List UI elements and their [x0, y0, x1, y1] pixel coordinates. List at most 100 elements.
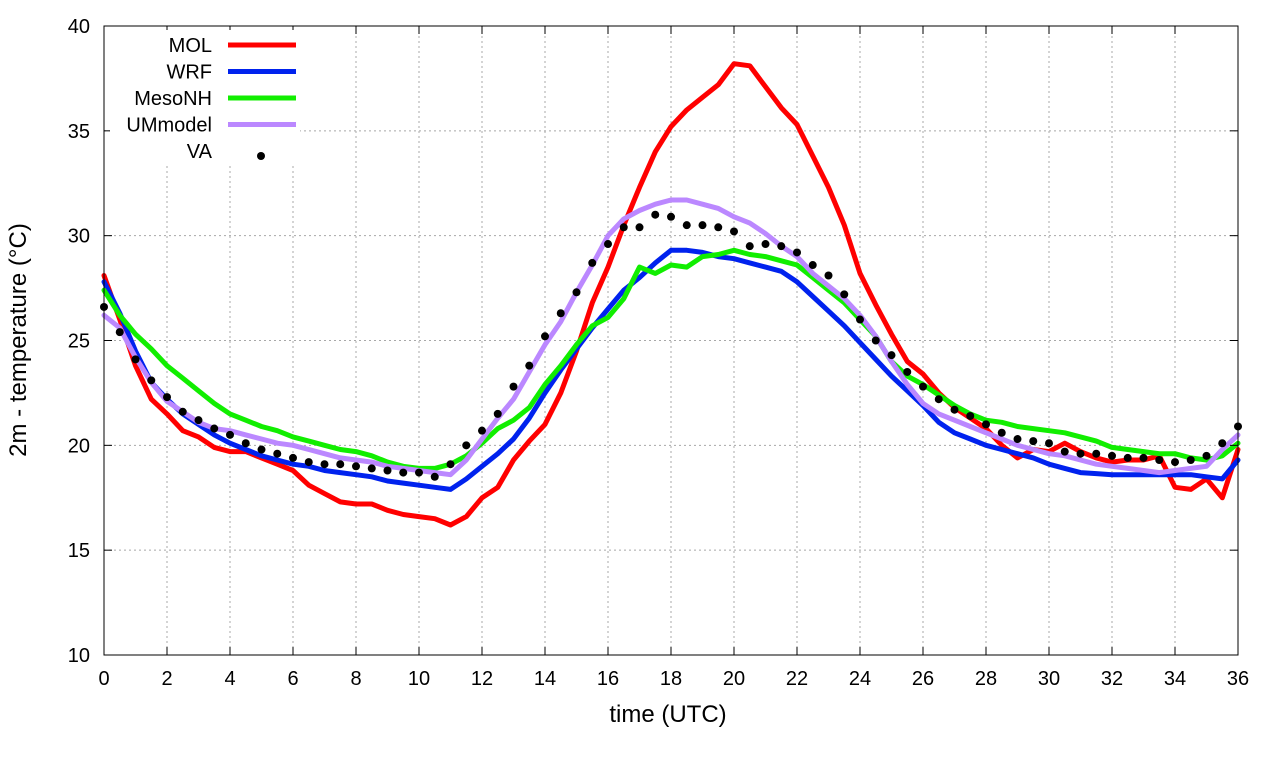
series-va-point	[210, 424, 219, 433]
series-va-point	[745, 242, 754, 251]
series-va-point	[525, 361, 534, 370]
y-tick-label: 40	[68, 16, 90, 38]
series-va-point	[1013, 435, 1022, 444]
series-wrf-line	[101, 247, 1241, 492]
series-va-point	[1139, 453, 1148, 462]
series-va-point	[966, 411, 975, 420]
x-tick-label: 4	[224, 668, 235, 690]
series-va-point	[619, 223, 628, 232]
series-mesonh-line	[101, 247, 1241, 471]
series-va-point	[430, 472, 439, 481]
series-va-point	[304, 458, 313, 467]
series-va-point	[919, 382, 927, 391]
x-tick-label: 0	[98, 668, 109, 690]
series-layer	[100, 61, 1242, 528]
series-va-point	[352, 462, 360, 471]
series-va-point	[289, 453, 297, 462]
series-va-point	[635, 223, 644, 232]
series-va-point	[131, 355, 140, 364]
x-tick-label: 20	[723, 668, 745, 690]
legend-entry-wrf: WRF	[166, 62, 296, 84]
series-va-point	[1171, 458, 1179, 467]
series-va-point	[903, 367, 912, 376]
x-tick-label: 30	[1038, 668, 1060, 690]
x-tick-label: 12	[471, 668, 493, 690]
series-va-point	[1092, 449, 1101, 458]
series-va-point	[871, 336, 880, 345]
series-va-point	[399, 468, 408, 477]
x-tick-label: 8	[350, 668, 361, 690]
series-va-point	[320, 460, 329, 469]
y-tick-label: 35	[68, 121, 90, 143]
series-va-point	[761, 240, 770, 249]
series-va-point	[478, 426, 486, 435]
series-va-point	[446, 460, 455, 469]
x-tick-label: 36	[1227, 668, 1249, 690]
series-va-point	[714, 223, 723, 232]
series-va-point	[462, 441, 471, 450]
series-va-point	[604, 240, 612, 249]
series-va-point	[651, 210, 660, 219]
y-tick-label: 20	[68, 435, 90, 457]
series-va-point	[1045, 439, 1053, 448]
legend: MOL WRF MesoNH UMmodel VA	[110, 30, 300, 164]
series-va-point	[493, 409, 502, 418]
x-tick-label: 26	[912, 668, 934, 690]
series-va-point	[730, 227, 738, 236]
series-ummodel-line	[101, 197, 1241, 478]
series-va-point	[856, 315, 864, 324]
series-va-point	[1186, 456, 1195, 465]
series-va-point	[115, 328, 124, 337]
legend-entry-va: VA	[187, 141, 265, 163]
y-tick-label: 30	[68, 226, 90, 248]
x-tick-label: 34	[1164, 668, 1186, 690]
series-va-point	[541, 332, 549, 341]
series-va-point	[698, 221, 707, 230]
series-va-point	[257, 445, 266, 454]
series-va-point	[383, 466, 392, 475]
series-va-point	[887, 351, 896, 360]
series-va-point	[556, 309, 565, 318]
series-va-point	[588, 258, 597, 267]
legend-label-va: VA	[187, 141, 213, 163]
series-va-point	[824, 271, 833, 280]
series-va-point	[194, 416, 203, 425]
series-va-point	[367, 464, 376, 473]
series-va-point	[273, 449, 282, 458]
x-tick-label: 28	[975, 668, 997, 690]
legend-entry-mesonh: MesoNH	[134, 88, 296, 110]
legend-label-wrf: WRF	[166, 62, 212, 84]
series-va-point	[997, 428, 1006, 437]
series-va-point	[1155, 456, 1164, 465]
legend-label-ummodel: UMmodel	[126, 115, 212, 137]
series-va-point	[667, 212, 675, 221]
series-va-point	[808, 261, 817, 270]
series-va-point	[1123, 453, 1132, 462]
series-va-point	[241, 439, 250, 448]
series-va-point	[415, 468, 423, 477]
series-va-point	[793, 248, 801, 257]
y-tick-label: 15	[68, 540, 90, 562]
series-va-point	[1108, 451, 1116, 460]
series-va-point	[1076, 449, 1085, 458]
series-va-point	[1060, 447, 1069, 456]
series-va-point	[982, 420, 990, 429]
x-tick-label: 22	[786, 668, 808, 690]
legend-swatch-va	[257, 152, 265, 160]
series-va-point	[777, 242, 786, 251]
x-tick-label: 18	[660, 668, 682, 690]
series-va-point	[1202, 451, 1211, 460]
y-tick-label: 25	[68, 331, 90, 353]
legend-entry-mol: MOL	[169, 35, 296, 57]
legend-label-mesonh: MesoNH	[134, 88, 212, 110]
series-va-point	[1218, 439, 1227, 448]
y-axis-title: 2m - temperature (°C)	[5, 223, 32, 457]
x-tick-label: 24	[849, 668, 871, 690]
series-va-point	[840, 290, 849, 299]
x-axis-title: time (UTC)	[609, 701, 726, 728]
series-va-point	[509, 382, 518, 391]
series-va-point	[572, 288, 581, 297]
series-va-point	[178, 407, 187, 416]
legend-label-mol: MOL	[169, 35, 212, 57]
